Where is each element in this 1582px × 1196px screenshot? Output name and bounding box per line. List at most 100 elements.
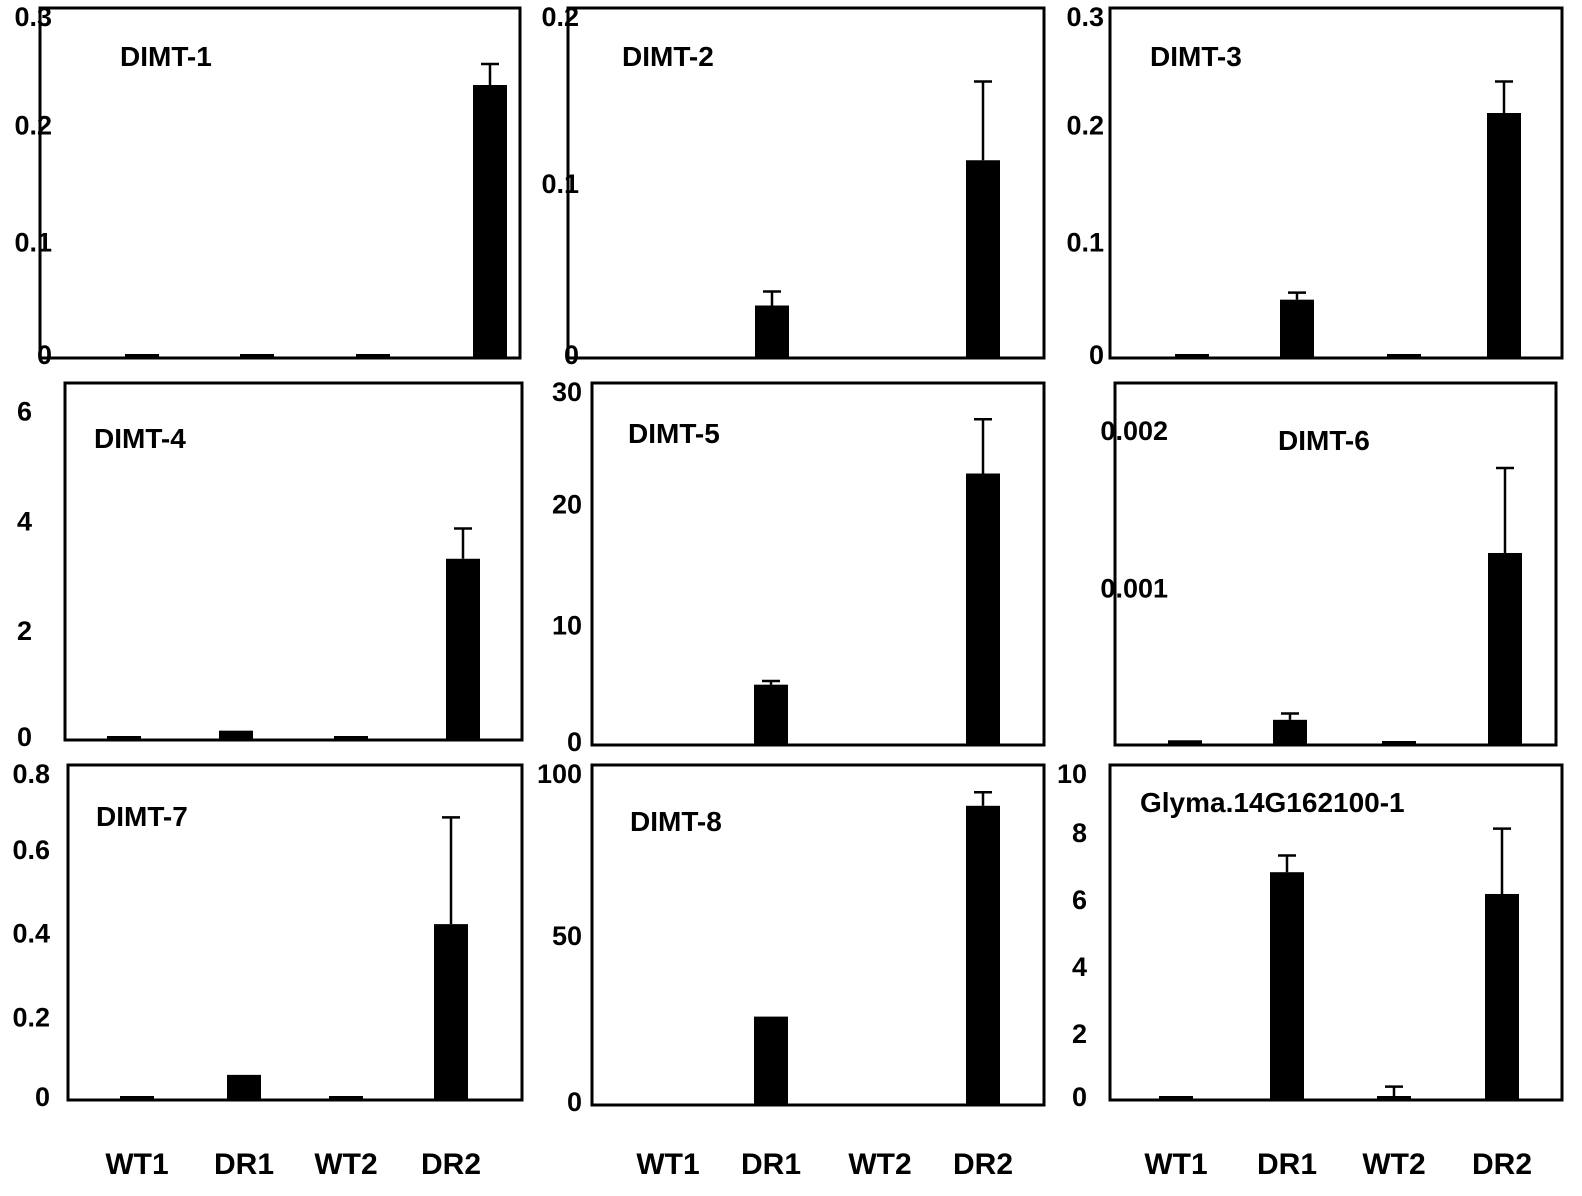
x-category-label: DR1 (1257, 1148, 1317, 1181)
chart-panel: DIMT-5 0 10 20 30 (552, 377, 1046, 757)
y-tick-label: 10 (1057, 759, 1087, 789)
y-tick-label: 0.8 (12, 759, 50, 789)
bar (1387, 354, 1421, 358)
bar (1382, 741, 1416, 745)
chart-title: DIMT-4 (94, 423, 186, 454)
chart-frame (1108, 763, 1564, 1102)
chart-title: DIMT-1 (120, 41, 212, 72)
y-tick-label: 30 (552, 377, 582, 407)
chart-title: Glyma.14G162100-1 (1140, 787, 1405, 818)
y-tick-label: 4 (1072, 952, 1087, 982)
y-tick-label: 0.3 (1066, 2, 1104, 32)
bar (219, 730, 253, 740)
chart-panel: DIMT-1 0 0.1 0.2 0.3 (14, 2, 522, 370)
bar (1485, 893, 1519, 1100)
x-category-label: WT1 (1144, 1148, 1207, 1181)
chart-panel: DIMT-6 0.001 0.002 (1100, 381, 1558, 747)
x-category-label: DR1 (214, 1148, 274, 1181)
x-category-label: DR2 (421, 1148, 481, 1181)
y-tick-label: 0.2 (12, 1002, 50, 1032)
y-tick-label: 8 (1072, 818, 1087, 848)
chart-panel: DIMT-4 0 2 4 6 (17, 381, 524, 752)
bar (356, 354, 390, 358)
chart-frame (566, 6, 1046, 360)
chart-panel: DIMT-8 0 50 100 WT1 DR1 WT2 DR2 (537, 759, 1046, 1181)
y-tick-label: 0 (564, 340, 579, 370)
bar (1377, 1096, 1411, 1100)
x-category-label: WT2 (848, 1148, 911, 1181)
x-category-label: WT2 (314, 1148, 377, 1181)
y-tick-label: 0.2 (1066, 111, 1104, 141)
x-category-label: WT1 (105, 1148, 168, 1181)
x-category-label: DR2 (1472, 1148, 1532, 1181)
bar (329, 1096, 363, 1100)
bar (754, 684, 788, 745)
bar (446, 558, 480, 740)
bar (966, 473, 1000, 745)
chart-title: DIMT-6 (1278, 425, 1370, 456)
chart-frame (63, 381, 524, 742)
bar (1270, 872, 1304, 1100)
bar (473, 85, 507, 358)
bar (1273, 719, 1307, 745)
y-tick-label: 0.4 (12, 919, 50, 949)
chart-title: DIMT-5 (628, 418, 720, 449)
bar (120, 1096, 154, 1100)
chart-title: DIMT-8 (630, 806, 722, 837)
y-tick-label: 50 (552, 921, 582, 951)
y-tick-label: 0.3 (14, 2, 52, 32)
chart-frame (1108, 6, 1564, 360)
y-tick-label: 0 (567, 1087, 582, 1117)
bar (1487, 113, 1521, 358)
chart-frame (1113, 381, 1558, 747)
y-tick-label: 0 (1072, 1082, 1087, 1112)
y-tick-label: 100 (537, 759, 582, 789)
y-tick-label: 0.002 (1100, 416, 1168, 446)
bar (107, 736, 141, 740)
y-tick-label: 0.1 (541, 169, 579, 199)
y-tick-label: 6 (1072, 885, 1087, 915)
x-category-label: DR2 (953, 1148, 1013, 1181)
chart-frame (590, 381, 1046, 747)
chart-title: DIMT-7 (96, 801, 188, 832)
y-tick-label: 0.6 (12, 835, 50, 865)
bar (966, 160, 1000, 358)
chart-panel: DIMT-7 0 0.2 0.4 0.6 0.8 WT1 DR1 WT2 DR2 (12, 759, 524, 1181)
chart-frame (38, 6, 522, 360)
x-category-label: DR1 (741, 1148, 801, 1181)
y-tick-label: 2 (17, 616, 32, 646)
y-tick-label: 0.1 (14, 227, 52, 257)
bar (334, 736, 368, 740)
y-tick-label: 4 (17, 506, 32, 536)
y-tick-label: 0.2 (14, 111, 52, 141)
y-tick-label: 10 (552, 610, 582, 640)
bar (227, 1074, 261, 1100)
bar (1280, 299, 1314, 358)
bar (754, 1016, 788, 1105)
chart-panel: DIMT-2 0 0.1 0.2 (541, 2, 1046, 370)
y-tick-label: 6 (17, 396, 32, 426)
bar (434, 924, 468, 1100)
y-tick-label: 0.1 (1066, 227, 1104, 257)
y-tick-label: 0 (37, 340, 52, 370)
y-tick-label: 0 (1089, 340, 1104, 370)
chart-panel: Glyma.14G162100-1 0 2 4 6 8 10 WT1 DR1 WT2 DR2 (1057, 759, 1564, 1181)
y-tick-label: 2 (1072, 1019, 1087, 1049)
x-category-label: WT2 (1362, 1148, 1425, 1181)
y-tick-label: 0 (567, 727, 582, 757)
chart-frame (590, 763, 1046, 1107)
bar (755, 305, 789, 358)
chart-title: DIMT-2 (622, 41, 714, 72)
bar (966, 805, 1000, 1105)
bar (240, 354, 274, 358)
y-tick-label: 20 (552, 490, 582, 520)
y-tick-label: 0.2 (541, 2, 579, 32)
y-tick-label: 0 (17, 722, 32, 752)
chart-title: DIMT-3 (1150, 41, 1242, 72)
bar (1175, 354, 1209, 358)
chart-panel: DIMT-3 0 0.1 0.2 0.3 (1066, 2, 1564, 370)
y-tick-label: 0 (35, 1082, 50, 1112)
x-category-label: WT1 (636, 1148, 699, 1181)
